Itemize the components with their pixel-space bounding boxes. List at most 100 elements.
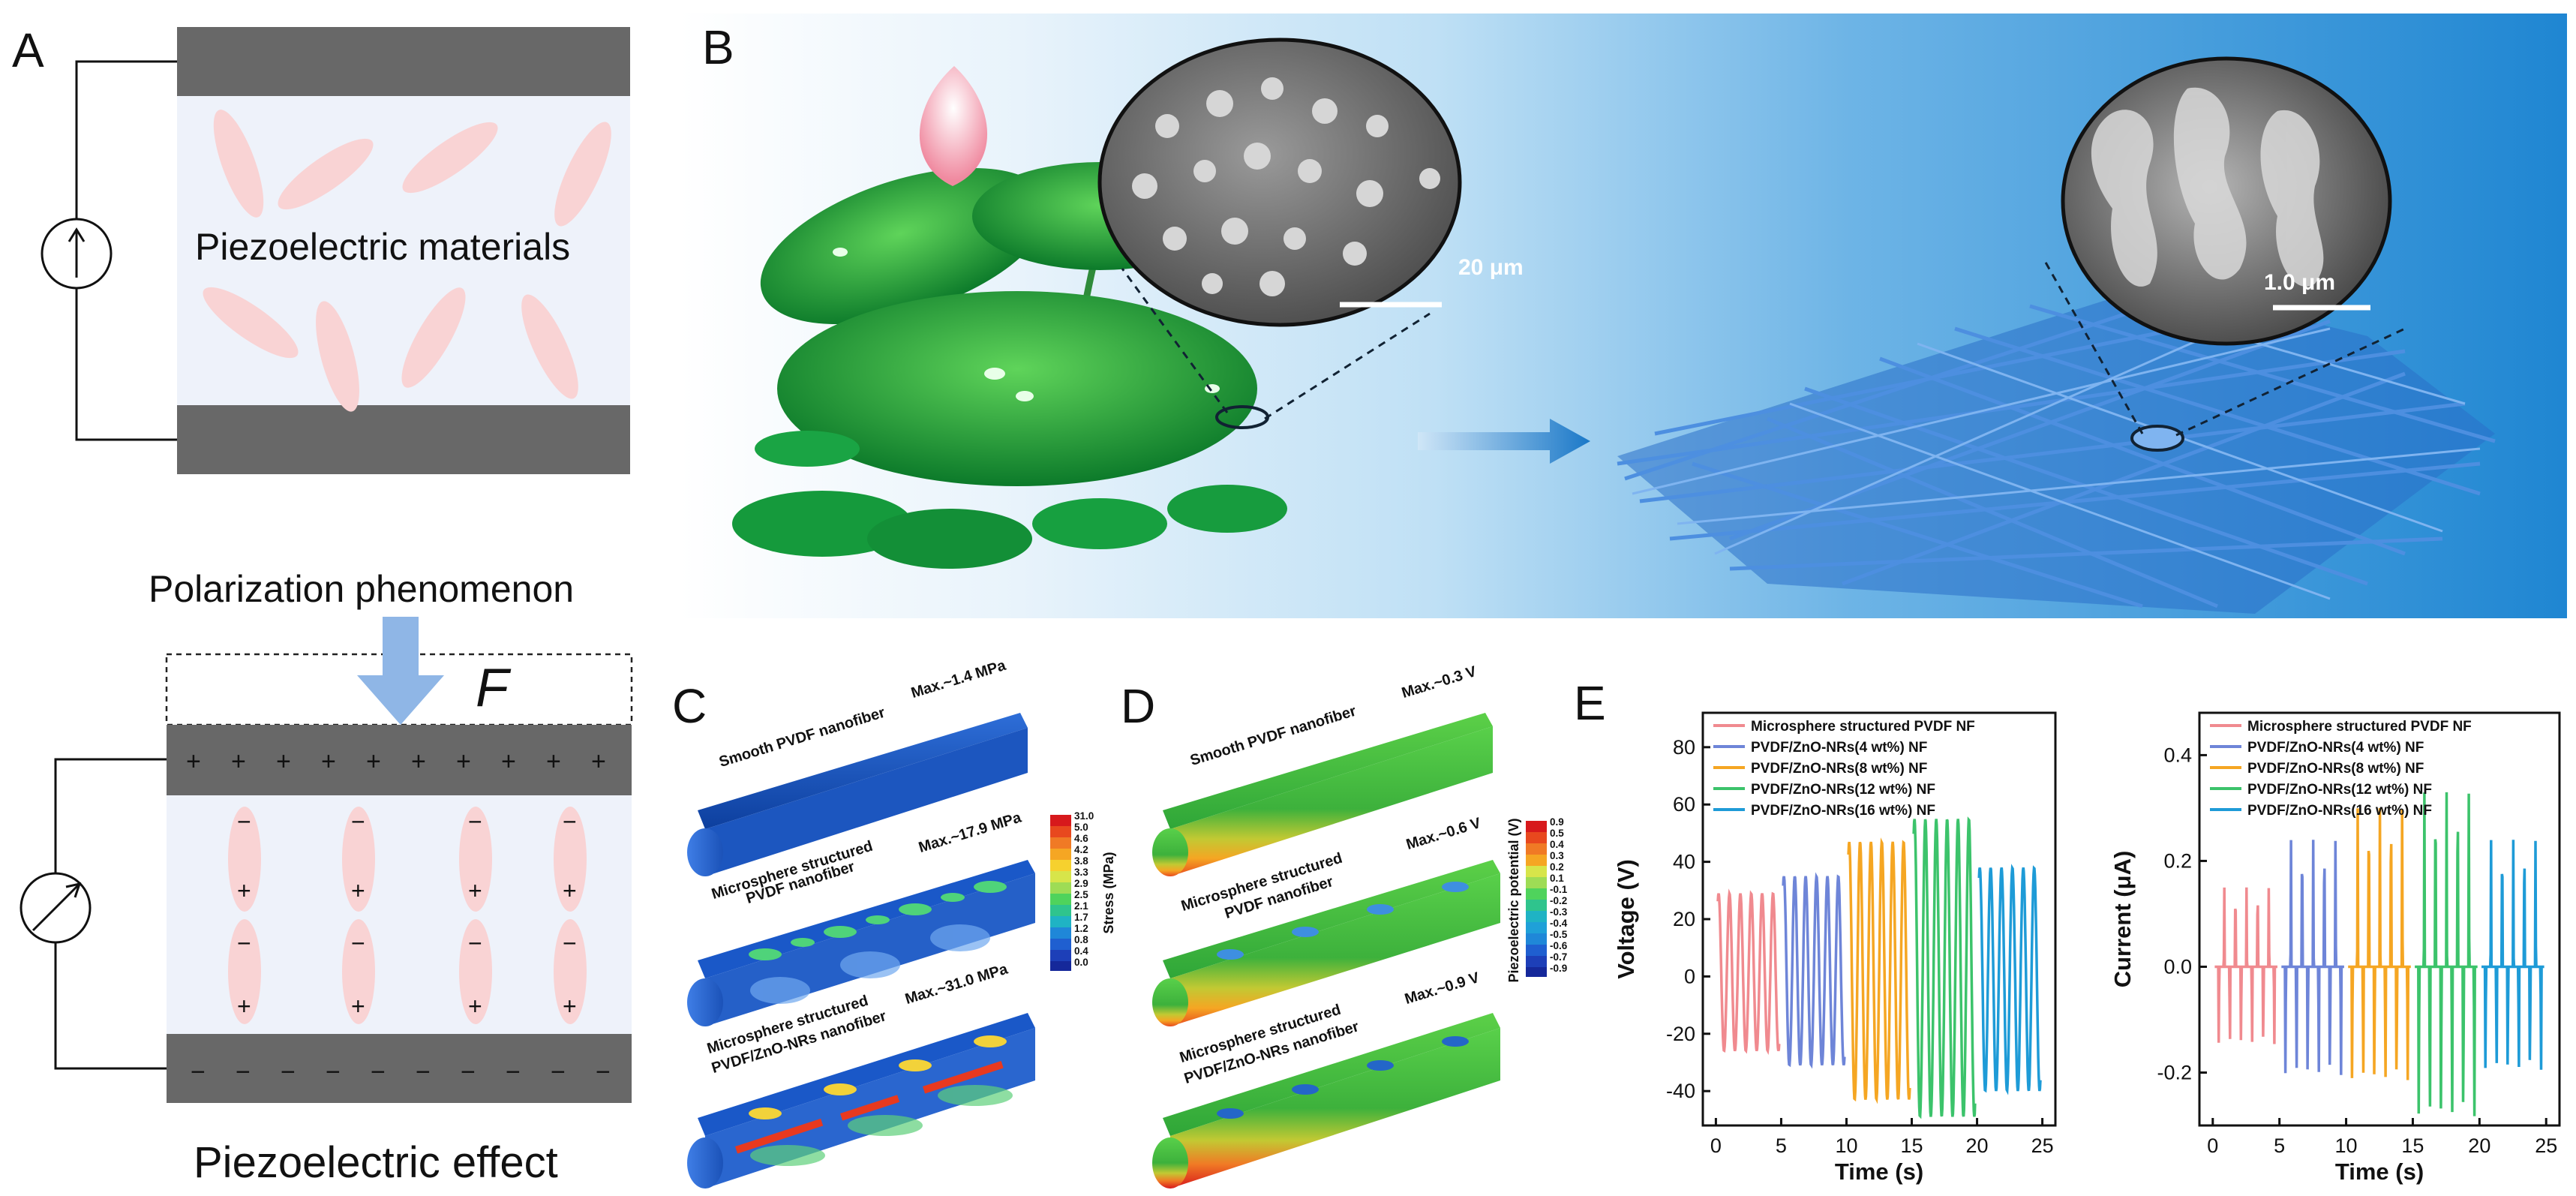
x-tick-label: 0	[1710, 1134, 1722, 1157]
bottom-electrode-polarized	[167, 1034, 632, 1103]
svg-text:+: +	[366, 747, 381, 776]
negative-charges: − − − − − − − − − −	[191, 1058, 611, 1086]
colorbar-tick-label: 4.6	[1074, 833, 1088, 844]
legend-entry: PVDF/ZnO-NRs(8 wt%) NF	[2247, 761, 2424, 777]
force-label: F	[476, 658, 509, 718]
x-tick-label: 20	[2468, 1134, 2490, 1157]
y-tick-label: 80	[1673, 736, 1695, 759]
stress-colorbar	[1050, 815, 1071, 971]
svg-text:+: +	[321, 747, 336, 776]
colorbar-tick-label: 2.9	[1074, 878, 1088, 889]
svg-text:−: −	[191, 1058, 206, 1086]
svg-text:+: +	[468, 877, 482, 904]
colorbar-tick-label: 0.2	[1550, 861, 1564, 873]
y-tick-label: 60	[1673, 793, 1695, 816]
svg-text:+: +	[456, 747, 471, 776]
svg-text:−: −	[237, 808, 251, 835]
force-region	[165, 653, 633, 726]
svg-text:+: +	[276, 747, 291, 776]
colorbar-tick-label: 0.8	[1074, 934, 1088, 945]
legend-entry: PVDF/ZnO-NRs(8 wt%) NF	[1751, 761, 1927, 777]
series-line	[1912, 816, 1977, 1119]
svg-text:+: +	[231, 747, 246, 776]
colorbar-tick-label: -0.4	[1550, 918, 1568, 929]
x-tick-label: 20	[1966, 1134, 1989, 1157]
scale-label-left: 20 μm	[1458, 255, 1524, 280]
legend-entry: PVDF/ZnO-NRs(4 wt%) NF	[1751, 740, 1927, 756]
stress-colorbar-title: Stress (MPa)	[1101, 852, 1116, 934]
colorbar-tick-label: 5.0	[1074, 822, 1088, 833]
series-line	[2481, 840, 2544, 1070]
svg-text:+: +	[563, 993, 577, 1020]
polarization-arrow-icon	[357, 617, 444, 725]
svg-text:−: −	[461, 1058, 476, 1086]
panel-b-illustration: B 20 μm 1.0 μm	[680, 14, 2567, 618]
colorbar-tick-label: -0.7	[1550, 951, 1568, 963]
scale-label-right: 1.0 μm	[2264, 270, 2336, 295]
colorbar-tick-label: 4.2	[1074, 844, 1088, 855]
polarization-title: Polarization phenomenon	[149, 568, 575, 610]
svg-text:−: −	[468, 930, 482, 957]
y-tick-label: -20	[1666, 1023, 1695, 1045]
svg-text:−: −	[281, 1058, 296, 1086]
lotus-to-nanofiber-illustration	[732, 38, 2496, 614]
colorbar-tick-label: 3.3	[1074, 867, 1088, 878]
potential-colorbar-title: Piezoelectric potential (V)	[1506, 818, 1521, 983]
legend-entry: PVDF/ZnO-NRs(4 wt%) NF	[2247, 740, 2424, 756]
x-tick-label: 25	[2535, 1134, 2557, 1157]
panel-d-potential-models	[1152, 713, 1500, 1188]
series-line	[2348, 807, 2411, 1080]
svg-text:−: −	[416, 1058, 431, 1086]
stress-colorbar-ticks: 31.0 5.0 4.6 4.2 3.8 3.3 2.9 2.5 2.1 1.7 1.2 0.8 0.4…	[1074, 810, 1112, 968]
svg-text:+: +	[591, 747, 606, 776]
panel-label-e: E	[1574, 676, 1606, 730]
panel-label-b: B	[702, 20, 734, 74]
svg-text:−: −	[551, 1058, 566, 1086]
svg-text:−: −	[351, 930, 365, 957]
svg-text:+: +	[546, 747, 561, 776]
colorbar-tick-label: 2.5	[1074, 889, 1088, 900]
y-tick-label: 20	[1673, 908, 1695, 930]
svg-text:−: −	[371, 1058, 386, 1086]
colorbar-tick-label: 3.8	[1074, 855, 1088, 867]
legend-entry: PVDF/ZnO-NRs(16 wt%) NF	[2247, 803, 2432, 819]
y-axis-label: Current (μA)	[2109, 851, 2136, 988]
colorbar-tick-label: 0.5	[1550, 828, 1564, 839]
y-tick-label: 0.2	[2163, 849, 2192, 872]
svg-text:+: +	[237, 877, 251, 904]
colorbar-tick-label: -0.2	[1550, 895, 1568, 906]
x-tick-label: 5	[2274, 1134, 2285, 1157]
potential-colorbar	[1526, 821, 1547, 977]
x-tick-label: 5	[1776, 1134, 1787, 1157]
piezoelectric-effect-title: Piezoelectric effect	[194, 1138, 558, 1187]
aligned-dipoles	[228, 807, 587, 1024]
top-electrode-polarized	[167, 725, 632, 795]
svg-text:−: −	[563, 930, 577, 957]
y-tick-label: 0.0	[2163, 955, 2192, 978]
svg-text:+: +	[501, 747, 516, 776]
colorbar-tick-label: -0.6	[1550, 940, 1568, 951]
panel-label-d: D	[1121, 679, 1156, 733]
svg-text:−: −	[506, 1058, 521, 1086]
svg-text:+: +	[468, 993, 482, 1020]
svg-text:−: −	[351, 808, 365, 835]
x-tick-label: 10	[2335, 1134, 2358, 1157]
x-axis-label: Time (s)	[1835, 1158, 1923, 1185]
svg-text:+: +	[186, 747, 201, 776]
sem-microsphere-image	[1097, 38, 1462, 327]
positive-charges: + + + + + + + + + +	[186, 747, 606, 776]
x-axis-label: Time (s)	[2335, 1158, 2424, 1185]
svg-text:−: −	[468, 808, 482, 835]
svg-text:+: +	[411, 747, 426, 776]
svg-text:−: −	[237, 930, 251, 957]
colorbar-tick-label: 1.2	[1074, 923, 1088, 934]
svg-text:−: −	[326, 1058, 341, 1086]
colorbar-tick-label: 0.4	[1550, 839, 1564, 850]
series-line	[1716, 888, 1781, 1056]
svg-text:−: −	[236, 1058, 251, 1086]
legend-entry: Microsphere structured PVDF NF	[1751, 719, 1975, 735]
bottom-electrode	[177, 405, 630, 474]
colorbar-tick-label: 0.9	[1550, 816, 1564, 828]
colorbar-tick-label: -0.9	[1550, 963, 1568, 974]
x-tick-label: 15	[1900, 1134, 1923, 1157]
